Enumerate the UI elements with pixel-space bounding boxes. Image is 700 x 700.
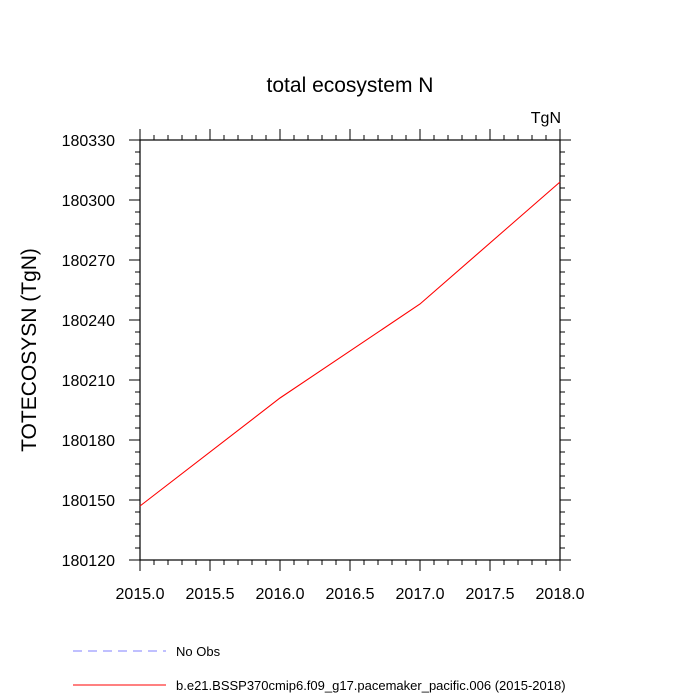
y-tick-label: 180300	[62, 193, 115, 210]
x-tick-label: 2015.0	[116, 586, 165, 603]
y-tick-label: 180180	[62, 433, 115, 450]
legend-label: b.e21.BSSP370cmip6.f09_g17.pacemaker_pac…	[176, 678, 566, 693]
legend: No Obs b.e21.BSSP370cmip6.f09_g17.pacemak…	[73, 644, 566, 693]
x-tick-label: 2018.0	[536, 586, 585, 603]
y-tick-label: 180330	[62, 133, 115, 150]
legend-label: No Obs	[176, 644, 221, 659]
axis-ticks	[129, 129, 571, 571]
x-tick-label: 2015.5	[186, 586, 235, 603]
y-tick-label: 180270	[62, 253, 115, 270]
series-line	[139, 181, 561, 507]
units-label: TgN	[531, 110, 561, 127]
plot-frame	[139, 139, 561, 561]
y-tick-label: 180210	[62, 373, 115, 390]
y-axis-label: TOTECOSYSN (TgN)	[18, 248, 41, 452]
chart-title: total ecosystem N	[267, 74, 434, 97]
x-tick-label: 2017.0	[396, 586, 445, 603]
axis-tick-labels: 2015.0 2015.5 2016.0 2016.5 2017.0 2017.5 2018…	[62, 133, 585, 603]
x-tick-label: 2016.0	[256, 586, 305, 603]
y-tick-label: 180120	[62, 553, 115, 570]
y-tick-label: 180240	[62, 313, 115, 330]
x-tick-label: 2017.5	[466, 586, 515, 603]
y-tick-label: 180150	[62, 493, 115, 510]
series-lines	[139, 181, 561, 507]
x-tick-label: 2016.5	[326, 586, 375, 603]
